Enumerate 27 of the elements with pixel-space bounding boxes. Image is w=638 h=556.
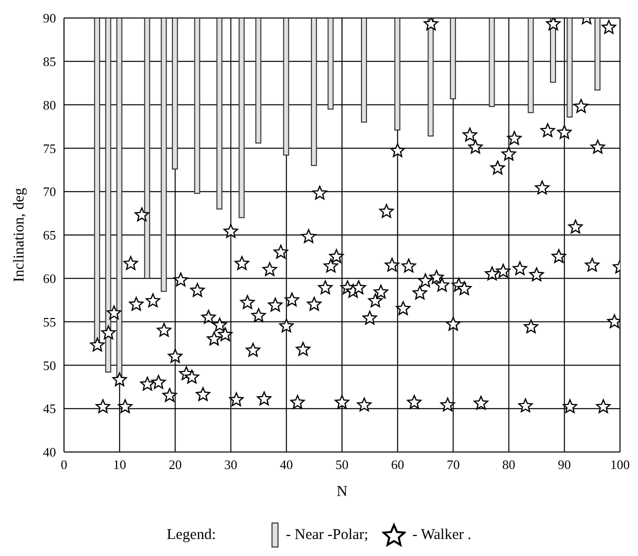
x-tick-label: 100 [610, 457, 630, 472]
x-tick-label: 10 [113, 457, 126, 472]
y-tick-label: 90 [43, 10, 56, 26]
y-tick-label: 80 [43, 97, 56, 112]
x-tick-label: 30 [224, 457, 238, 472]
y-tick-label: 40 [43, 444, 56, 460]
y-tick-label: 65 [43, 228, 56, 243]
legend-label: - Near -Polar; [286, 526, 368, 544]
legend-label: - Walker . [412, 526, 472, 544]
x-tick-label: 0 [60, 457, 68, 472]
x-tick-label: 20 [168, 457, 182, 472]
x-tick-label: 40 [280, 457, 293, 472]
x-tick-label: 80 [502, 457, 516, 472]
legend-title: Legend: [166, 526, 216, 544]
x-tick-label: 50 [336, 457, 348, 472]
y-tick-label: 55 [43, 314, 56, 330]
x-tick-label: 60 [391, 457, 404, 472]
y-tick-label: 50 [43, 358, 56, 373]
y-tick-label: 70 [43, 184, 56, 200]
x-axis-title: N [336, 484, 348, 500]
y-tick-label: 60 [43, 271, 56, 286]
y-tick-label: 45 [43, 401, 56, 416]
y-axis-title: Inclination, deg [11, 187, 28, 282]
y-tick-label: 85 [43, 54, 56, 70]
y-tick-label: 75 [43, 140, 56, 156]
x-tick-label: 70 [446, 457, 460, 472]
x-tick-label: 90 [558, 457, 571, 472]
